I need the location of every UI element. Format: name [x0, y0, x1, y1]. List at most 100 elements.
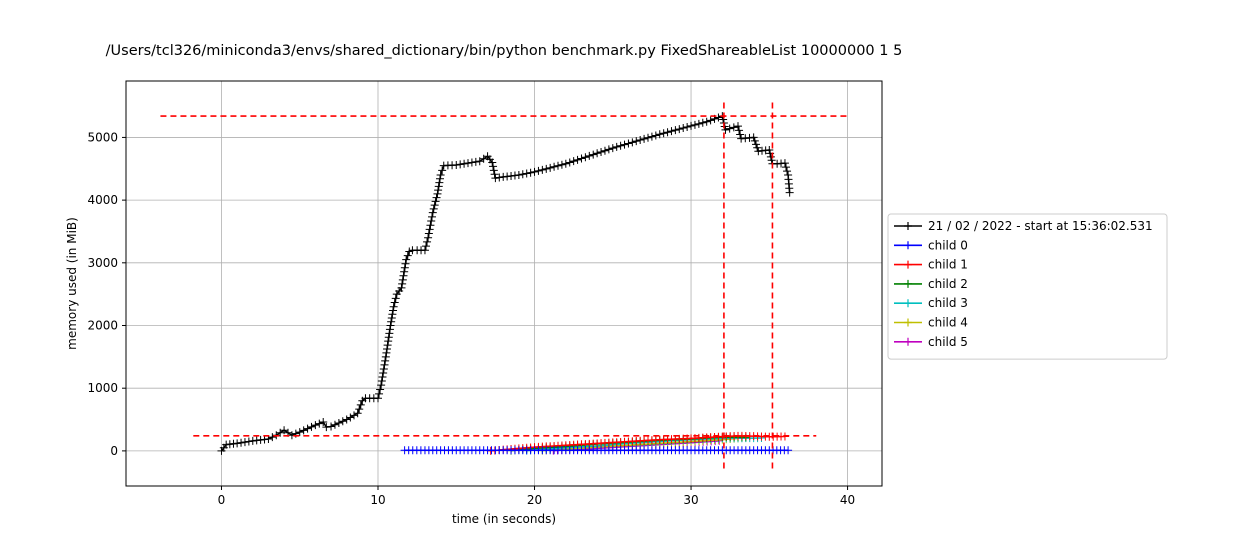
data-point [721, 125, 730, 134]
data-point [683, 122, 692, 131]
data-point [240, 438, 249, 447]
y-tick-label: 3000 [87, 256, 118, 270]
data-point [456, 160, 465, 169]
data-point [295, 428, 304, 437]
data-point [659, 129, 668, 138]
data-point [384, 333, 393, 342]
data-point [303, 424, 312, 433]
legend-label: child 3 [928, 296, 968, 310]
data-point [734, 122, 742, 131]
data-point [315, 419, 324, 428]
data-point [424, 233, 433, 242]
legend-marker [904, 260, 912, 269]
data-point [342, 415, 351, 424]
data-point [423, 237, 432, 246]
data-point [375, 389, 384, 398]
data-point [425, 225, 434, 234]
data-point [327, 422, 336, 431]
legend-box [887, 213, 1168, 360]
data-point [651, 131, 660, 140]
data-point [550, 162, 559, 171]
data-point [620, 140, 629, 149]
data-point [542, 164, 551, 173]
data-point [489, 162, 498, 171]
data-point [495, 173, 504, 182]
data-point [311, 421, 320, 430]
data-point [386, 321, 395, 330]
data-point [434, 186, 443, 195]
data-point [398, 279, 407, 288]
data-point [427, 217, 436, 226]
data-point [785, 188, 794, 197]
data-point [382, 348, 391, 357]
data-point [675, 125, 684, 134]
data-point [434, 182, 443, 191]
data-point [749, 133, 758, 142]
data-point [389, 302, 398, 311]
data-point [307, 422, 316, 431]
data-point [736, 130, 745, 139]
x-tick-label: 0 [218, 493, 226, 507]
data-point [750, 136, 759, 145]
data-point [725, 124, 734, 133]
series-markers [400, 446, 793, 455]
legend-marker [904, 337, 912, 346]
data-point [350, 411, 358, 420]
data-point [268, 433, 277, 442]
data-point [753, 143, 762, 152]
data-point [546, 163, 555, 172]
data-point [530, 167, 539, 176]
data-point [426, 221, 435, 230]
data-point [735, 126, 744, 135]
data-point [780, 159, 789, 168]
data-point [400, 267, 409, 276]
data-point [752, 140, 760, 149]
data-point [402, 255, 411, 264]
data-point [433, 189, 442, 198]
data-point [385, 325, 394, 334]
data-point [334, 418, 343, 427]
legend-label: child 4 [928, 316, 968, 330]
data-point [489, 166, 498, 175]
data-point [374, 394, 382, 403]
legend-label: child 2 [928, 277, 968, 291]
data-point [612, 142, 621, 151]
data-point [784, 446, 793, 455]
series-markers [217, 112, 794, 455]
data-point [381, 352, 390, 361]
data-point [488, 158, 497, 167]
data-point [490, 170, 499, 179]
data-point [514, 171, 523, 180]
data-point [671, 126, 680, 135]
data-point [403, 251, 412, 260]
data-point [244, 437, 253, 446]
y-axis-label: memory used (in MiB) [65, 217, 79, 350]
legend-label: 21 / 02 / 2022 - start at 15:36:02.531 [928, 219, 1153, 233]
data-layer [217, 112, 794, 455]
data-point [518, 170, 527, 179]
data-point [422, 242, 430, 251]
data-point [383, 345, 391, 354]
data-point [452, 161, 461, 170]
data-point [729, 123, 738, 132]
data-point [381, 356, 390, 365]
data-point [694, 119, 703, 128]
data-point [698, 118, 707, 127]
legend-label: child 5 [928, 335, 968, 349]
data-point [561, 159, 570, 168]
data-point [538, 165, 547, 174]
data-point [714, 113, 723, 122]
data-point [377, 381, 386, 390]
data-point [430, 201, 439, 210]
data-point [467, 158, 476, 167]
data-point [397, 283, 406, 292]
data-point [338, 417, 347, 426]
data-point [389, 306, 398, 315]
x-tick-label: 40 [840, 493, 855, 507]
data-point [464, 159, 472, 168]
legend-marker [904, 299, 912, 308]
data-point [667, 127, 676, 136]
data-point [616, 141, 625, 150]
data-point [783, 167, 792, 176]
data-point [640, 134, 649, 143]
